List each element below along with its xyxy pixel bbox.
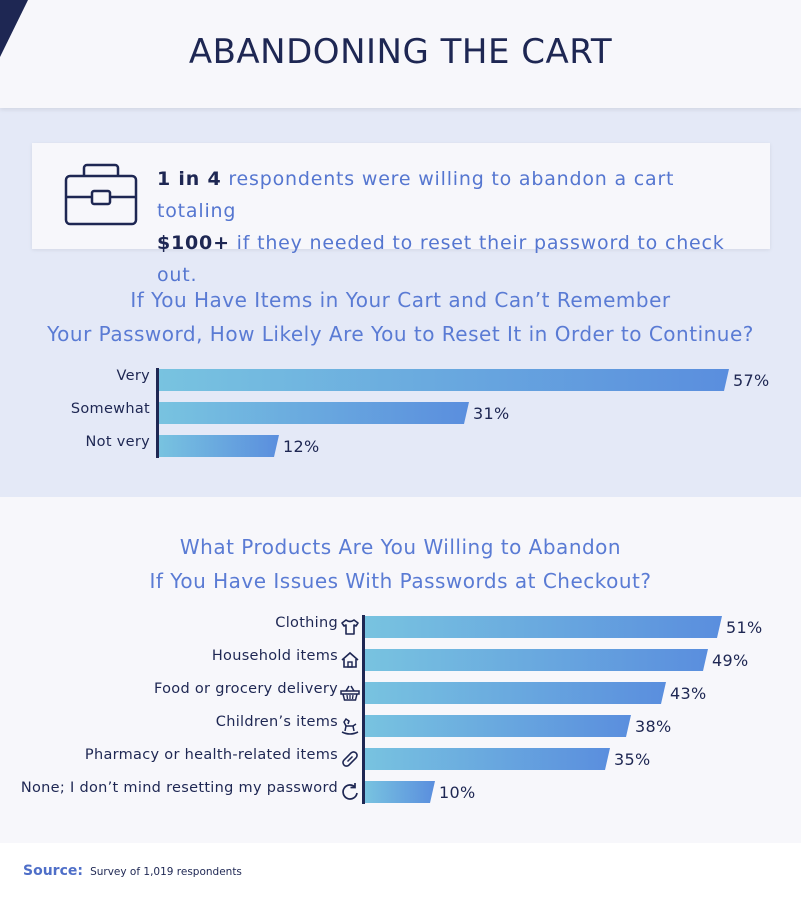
callout-text: 1 in 4 respondents were willing to aband… <box>157 163 757 291</box>
value-label-children-s-items: 38% <box>635 717 672 736</box>
chart-axis-line <box>362 615 365 804</box>
value-label-clothing: 51% <box>726 618 763 637</box>
category-label-none-i-don-t-mind-resetting-my-password: None; I don’t mind resetting my password <box>20 780 338 796</box>
category-label-pharmacy-or-health-related-items: Pharmacy or health-related items <box>84 747 338 763</box>
callout-line-2-text: if they needed to reset their password t… <box>157 232 725 286</box>
value-label-very: 57% <box>733 371 770 390</box>
bar-children-s-items <box>365 715 631 737</box>
value-label-household-items: 49% <box>712 651 749 670</box>
chart-2-title-line-1: What Products Are You Willing to Abandon <box>179 535 622 559</box>
basket-icon <box>340 683 360 703</box>
category-label-household-items: Household items <box>211 648 338 664</box>
refresh-icon <box>340 782 360 802</box>
chart-1-title-line-1: If You Have Items in Your Cart and Can’t… <box>130 288 671 312</box>
value-label-pharmacy-or-health-related-items: 35% <box>614 750 651 769</box>
category-label-clothing: Clothing <box>275 615 338 631</box>
chart-1-title-line-2: Your Password, How Likely Are You to Res… <box>47 322 754 346</box>
page-title: ABANDONING THE CART <box>188 32 613 72</box>
value-label-food-or-grocery-delivery: 43% <box>670 684 707 703</box>
amount-highlight: $100+ <box>157 232 230 254</box>
callout-line-1: 1 in 4 respondents were willing to aband… <box>157 163 757 227</box>
stat-highlight: 1 in 4 <box>157 168 222 190</box>
shirt-icon <box>340 617 360 637</box>
house-icon <box>340 650 360 670</box>
rocking-horse-icon <box>340 716 360 736</box>
callout-line-1-text: respondents were willing to abandon a ca… <box>157 168 675 222</box>
chart-2-title: What Products Are You Willing to Abandon… <box>0 530 801 598</box>
source-label: Source: <box>23 863 83 879</box>
bar-household-items <box>365 649 708 671</box>
value-label-not-very: 12% <box>283 437 320 456</box>
bar-pharmacy-or-health-related-items <box>365 748 610 770</box>
category-label-children-s-items: Children’s items <box>215 714 338 730</box>
bar-food-or-grocery-delivery <box>365 682 666 704</box>
callout-line-2: $100+ if they needed to reset their pass… <box>157 227 757 291</box>
header: ABANDONING THE CART <box>0 0 801 108</box>
category-label-food-or-grocery-delivery: Food or grocery delivery <box>153 681 338 697</box>
category-label-somewhat: Somewhat <box>70 401 150 417</box>
bar-clothing <box>365 616 722 638</box>
bar-very <box>159 369 729 391</box>
chart-axis-line <box>156 368 159 458</box>
briefcase-icon <box>64 163 138 226</box>
source-note: Source: Survey of 1,019 respondents <box>23 860 242 879</box>
footer-band <box>0 843 801 897</box>
value-label-somewhat: 31% <box>473 404 510 423</box>
pill-icon <box>340 749 360 769</box>
corner-decoration <box>0 0 28 57</box>
stat-callout: 1 in 4 respondents were willing to aband… <box>32 143 770 286</box>
value-label-none-i-don-t-mind-resetting-my-password: 10% <box>439 783 476 802</box>
source-text: Survey of 1,019 respondents <box>90 866 242 878</box>
chart-1-title: If You Have Items in Your Cart and Can’t… <box>0 283 801 351</box>
category-label-not-very: Not very <box>85 434 150 450</box>
bar-somewhat <box>159 402 469 424</box>
chart-2-title-line-2: If You Have Issues With Passwords at Che… <box>149 569 652 593</box>
bar-none-i-don-t-mind-resetting-my-password <box>365 781 435 803</box>
category-label-very: Very <box>116 368 150 384</box>
bar-not-very <box>159 435 279 457</box>
